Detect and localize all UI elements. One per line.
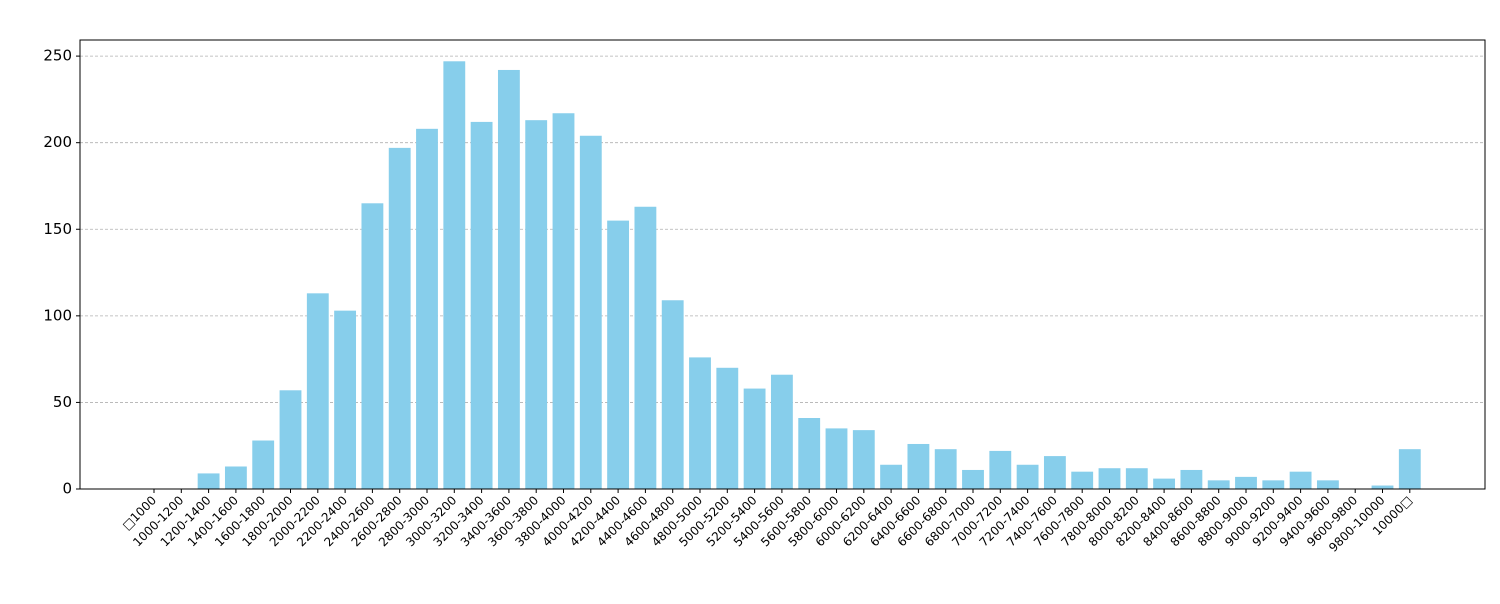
bar bbox=[880, 464, 903, 489]
bar bbox=[798, 418, 821, 489]
bar bbox=[852, 430, 875, 489]
bar bbox=[716, 367, 739, 489]
bar bbox=[1316, 480, 1339, 489]
bar bbox=[743, 388, 766, 489]
plot-frame bbox=[79, 39, 1486, 490]
bar bbox=[252, 440, 275, 489]
y-tick-label: 150 bbox=[43, 220, 72, 238]
bar bbox=[1289, 471, 1312, 489]
bar bbox=[197, 473, 220, 489]
bar bbox=[224, 466, 247, 489]
y-tick-label: 200 bbox=[43, 133, 72, 151]
bar bbox=[1262, 480, 1285, 489]
bar bbox=[634, 206, 657, 489]
bar bbox=[1235, 476, 1257, 489]
bar bbox=[470, 121, 493, 490]
bar bbox=[1071, 471, 1094, 489]
bar bbox=[1125, 468, 1148, 489]
y-tick-label: 50 bbox=[53, 393, 72, 411]
bar bbox=[770, 374, 793, 489]
bar bbox=[579, 135, 602, 489]
bar bbox=[1398, 449, 1421, 489]
bar bbox=[962, 469, 984, 489]
bar bbox=[689, 357, 711, 489]
bar bbox=[1180, 469, 1203, 489]
bar bbox=[279, 390, 302, 489]
y-tick-label: 100 bbox=[43, 306, 72, 324]
bar bbox=[497, 69, 520, 489]
bar bbox=[1207, 480, 1230, 489]
bar bbox=[1098, 468, 1121, 489]
y-tick-label: 0 bbox=[62, 480, 72, 498]
y-tick-label: 250 bbox=[43, 47, 72, 65]
bar bbox=[934, 449, 957, 489]
bar bbox=[989, 450, 1012, 489]
bar bbox=[907, 443, 930, 489]
bar bbox=[661, 300, 684, 489]
bar bbox=[1153, 478, 1176, 489]
bar bbox=[443, 61, 466, 490]
bar bbox=[552, 113, 575, 490]
bar bbox=[388, 147, 411, 489]
bar bbox=[825, 428, 848, 489]
bar bbox=[416, 128, 438, 489]
bar bbox=[1371, 485, 1394, 489]
bar bbox=[1016, 464, 1039, 489]
bar bbox=[361, 203, 384, 490]
bar bbox=[1043, 456, 1066, 489]
bar bbox=[306, 293, 329, 489]
bar bbox=[334, 310, 357, 489]
bar bbox=[607, 220, 630, 490]
bar bbox=[525, 120, 548, 489]
